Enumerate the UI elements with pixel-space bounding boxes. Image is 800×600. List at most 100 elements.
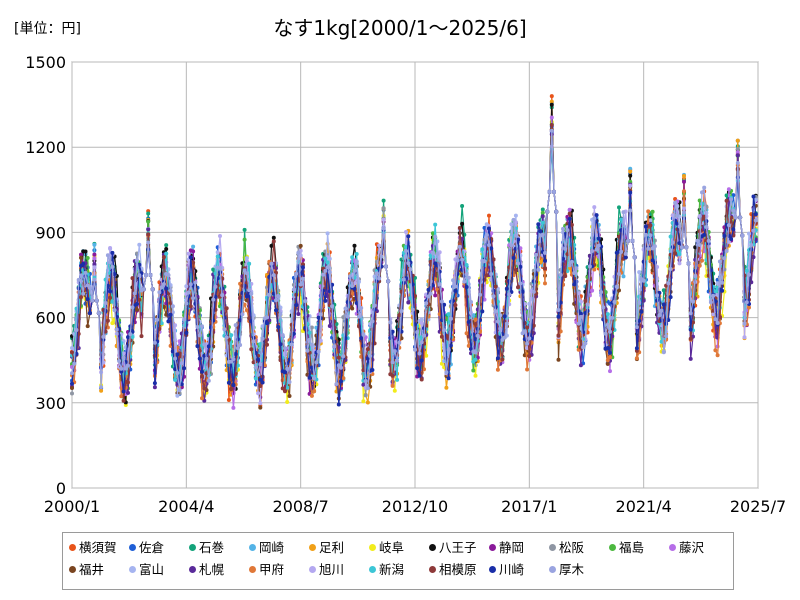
data-point [365,400,370,405]
data-point [747,231,751,236]
data-point [110,321,115,326]
data-point [258,401,263,406]
data-point [363,393,368,398]
x-tick-label: 2025/7 [730,497,786,516]
data-point [312,389,317,394]
x-tick-label: 2012/10 [382,497,448,516]
data-point [549,102,554,107]
data-point [637,270,642,275]
data-point [682,206,686,211]
data-point [200,396,204,401]
data-point [146,227,151,232]
data-point [242,237,247,242]
data-point [700,258,704,263]
x-tick-label: 2017/1 [501,497,557,516]
data-point [85,256,90,260]
data-point [482,225,487,230]
data-point [381,198,386,203]
data-point [99,388,104,393]
unit-label: [単位：円] [14,21,81,37]
data-point [85,324,90,329]
data-point [444,385,449,390]
data-point [258,405,263,410]
data-point [325,231,330,236]
data-point [688,356,693,361]
data-point [513,213,518,218]
data-point [439,361,444,366]
data-point [309,393,314,398]
data-point [715,353,720,358]
y-tick-label: 0 [56,479,66,498]
x-tick-label: 2004/4 [158,497,214,516]
data-point [271,235,276,240]
data-point [621,274,626,279]
data-point [628,169,633,174]
data-point [682,189,686,194]
data-point [713,348,718,353]
data-point [361,399,366,404]
data-point [390,383,395,388]
data-point [377,243,382,248]
data-point [137,242,142,247]
data-point [471,368,476,373]
data-point [525,367,530,372]
data-point [285,400,290,404]
data-point [92,256,97,261]
data-point [608,369,612,374]
data-point [578,363,583,368]
data-point [495,367,500,372]
data-point [218,234,222,238]
data-point [92,242,97,247]
data-point [617,205,621,210]
data-point [682,174,686,178]
data-point [186,251,191,256]
data-point [735,138,740,143]
data-point [628,166,633,171]
data-point [592,205,597,210]
data-point [146,211,151,216]
x-tick-label: 2000/1 [44,497,100,516]
data-point [269,243,274,248]
data-point [191,249,196,254]
data-point [191,244,196,249]
data-point [742,335,747,340]
data-point [677,261,682,266]
data-point [661,288,666,293]
data-point [242,227,247,232]
data-point [549,115,554,120]
data-point [231,405,236,410]
data-point [628,183,633,188]
data-point [256,391,261,396]
y-tick-label: 1500 [25,53,66,72]
data-point [146,219,151,224]
y-tick-label: 900 [35,223,66,242]
y-tick-label: 300 [35,394,66,413]
data-point [460,204,465,208]
data-point [590,288,595,293]
data-point [549,94,554,99]
data-point [381,217,386,222]
data-point [135,307,139,312]
data-point [540,214,545,219]
data-point [646,209,651,214]
chart-title: なす1kg[2000/1～2025/6] [273,16,527,40]
data-point [697,263,702,268]
data-point [392,388,397,393]
data-point [404,230,408,234]
data-point [747,305,751,310]
data-point [70,386,74,390]
data-point [628,173,633,178]
data-point [419,321,424,326]
data-point [487,213,491,218]
data-point [433,293,438,298]
data-point [419,317,424,322]
data-point [164,247,169,251]
data-point [726,187,731,192]
y-tick-label: 1200 [25,138,66,157]
data-point [540,210,545,215]
data-point [164,243,169,248]
data-point [108,246,113,250]
data-point [226,398,231,402]
data-point [92,265,97,270]
data-point [92,252,97,257]
